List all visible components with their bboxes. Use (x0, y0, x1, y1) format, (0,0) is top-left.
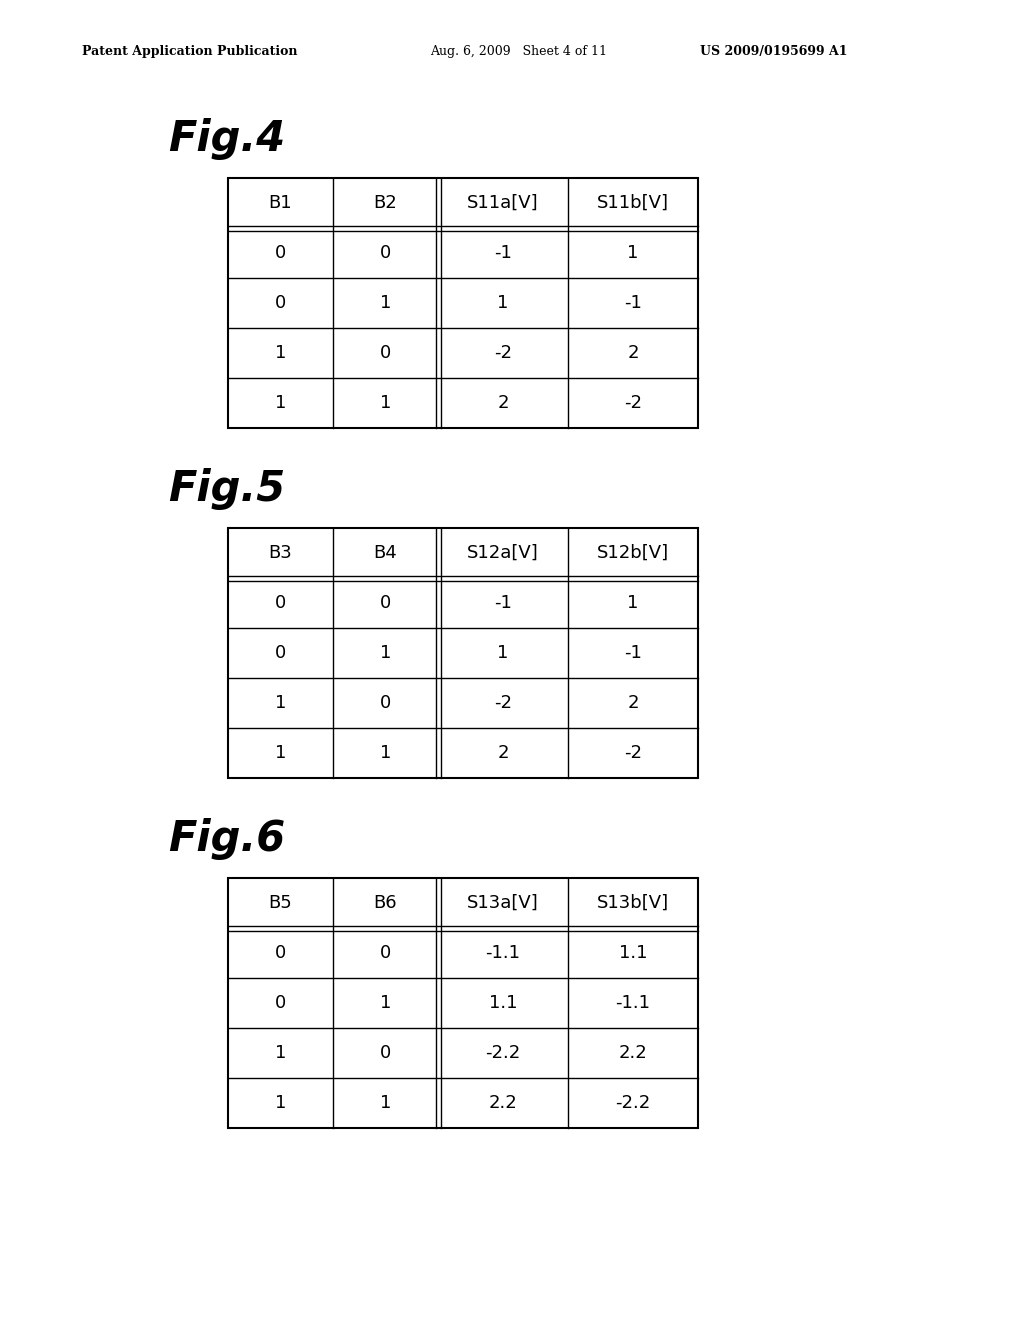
Text: 1: 1 (274, 1044, 286, 1063)
Text: 1: 1 (380, 1094, 391, 1111)
Bar (228, 178, 698, 428)
Text: B2: B2 (374, 194, 397, 213)
Text: S11b[V]: S11b[V] (597, 194, 669, 213)
Text: 1: 1 (274, 744, 286, 762)
Text: Fig.6: Fig.6 (168, 818, 286, 861)
Text: 2: 2 (628, 345, 639, 362)
Text: -2.2: -2.2 (485, 1044, 520, 1063)
Text: 1: 1 (380, 744, 391, 762)
Bar (228, 878, 698, 1129)
Text: -2: -2 (494, 694, 512, 711)
Text: 2.2: 2.2 (488, 1094, 517, 1111)
Text: 0: 0 (380, 1044, 391, 1063)
Text: 1: 1 (380, 994, 391, 1012)
Text: B3: B3 (268, 544, 293, 562)
Text: S13b[V]: S13b[V] (597, 894, 669, 912)
Text: B5: B5 (268, 894, 293, 912)
Text: 1: 1 (274, 1094, 286, 1111)
Text: Patent Application Publication: Patent Application Publication (82, 45, 298, 58)
Text: 0: 0 (274, 244, 286, 261)
Text: B6: B6 (374, 894, 397, 912)
Bar (228, 528, 698, 777)
Text: -1: -1 (624, 644, 642, 663)
Text: -2: -2 (624, 393, 642, 412)
Text: 1.1: 1.1 (488, 994, 517, 1012)
Text: 1: 1 (498, 644, 509, 663)
Text: 1.1: 1.1 (618, 944, 647, 962)
Text: -2.2: -2.2 (615, 1094, 650, 1111)
Text: 0: 0 (274, 994, 286, 1012)
Text: B1: B1 (268, 194, 292, 213)
Text: -1: -1 (624, 294, 642, 312)
Text: 1: 1 (498, 294, 509, 312)
Text: S12b[V]: S12b[V] (597, 544, 669, 562)
Text: 2: 2 (498, 393, 509, 412)
Text: -1.1: -1.1 (615, 994, 650, 1012)
Text: 0: 0 (380, 345, 391, 362)
Text: Aug. 6, 2009   Sheet 4 of 11: Aug. 6, 2009 Sheet 4 of 11 (430, 45, 607, 58)
Text: 1: 1 (628, 244, 639, 261)
Text: 0: 0 (274, 944, 286, 962)
Text: 1: 1 (274, 345, 286, 362)
Text: US 2009/0195699 A1: US 2009/0195699 A1 (700, 45, 848, 58)
Text: S12a[V]: S12a[V] (467, 544, 539, 562)
Text: 0: 0 (380, 594, 391, 612)
Text: 0: 0 (380, 694, 391, 711)
Text: 1: 1 (274, 694, 286, 711)
Text: 0: 0 (274, 294, 286, 312)
Text: Fig.5: Fig.5 (168, 469, 286, 510)
Text: B4: B4 (374, 544, 397, 562)
Text: 2: 2 (498, 744, 509, 762)
Text: 0: 0 (380, 944, 391, 962)
Text: -1: -1 (494, 594, 512, 612)
Text: -1: -1 (494, 244, 512, 261)
Text: -2: -2 (624, 744, 642, 762)
Text: 2: 2 (628, 694, 639, 711)
Text: S13a[V]: S13a[V] (467, 894, 539, 912)
Text: 1: 1 (628, 594, 639, 612)
Text: 0: 0 (274, 644, 286, 663)
Text: -1.1: -1.1 (485, 944, 520, 962)
Text: 1: 1 (380, 393, 391, 412)
Text: 0: 0 (274, 594, 286, 612)
Text: -2: -2 (494, 345, 512, 362)
Text: S11a[V]: S11a[V] (467, 194, 539, 213)
Text: 0: 0 (380, 244, 391, 261)
Text: 1: 1 (380, 644, 391, 663)
Text: 2.2: 2.2 (618, 1044, 647, 1063)
Text: 1: 1 (380, 294, 391, 312)
Text: Fig.4: Fig.4 (168, 117, 286, 160)
Text: 1: 1 (274, 393, 286, 412)
